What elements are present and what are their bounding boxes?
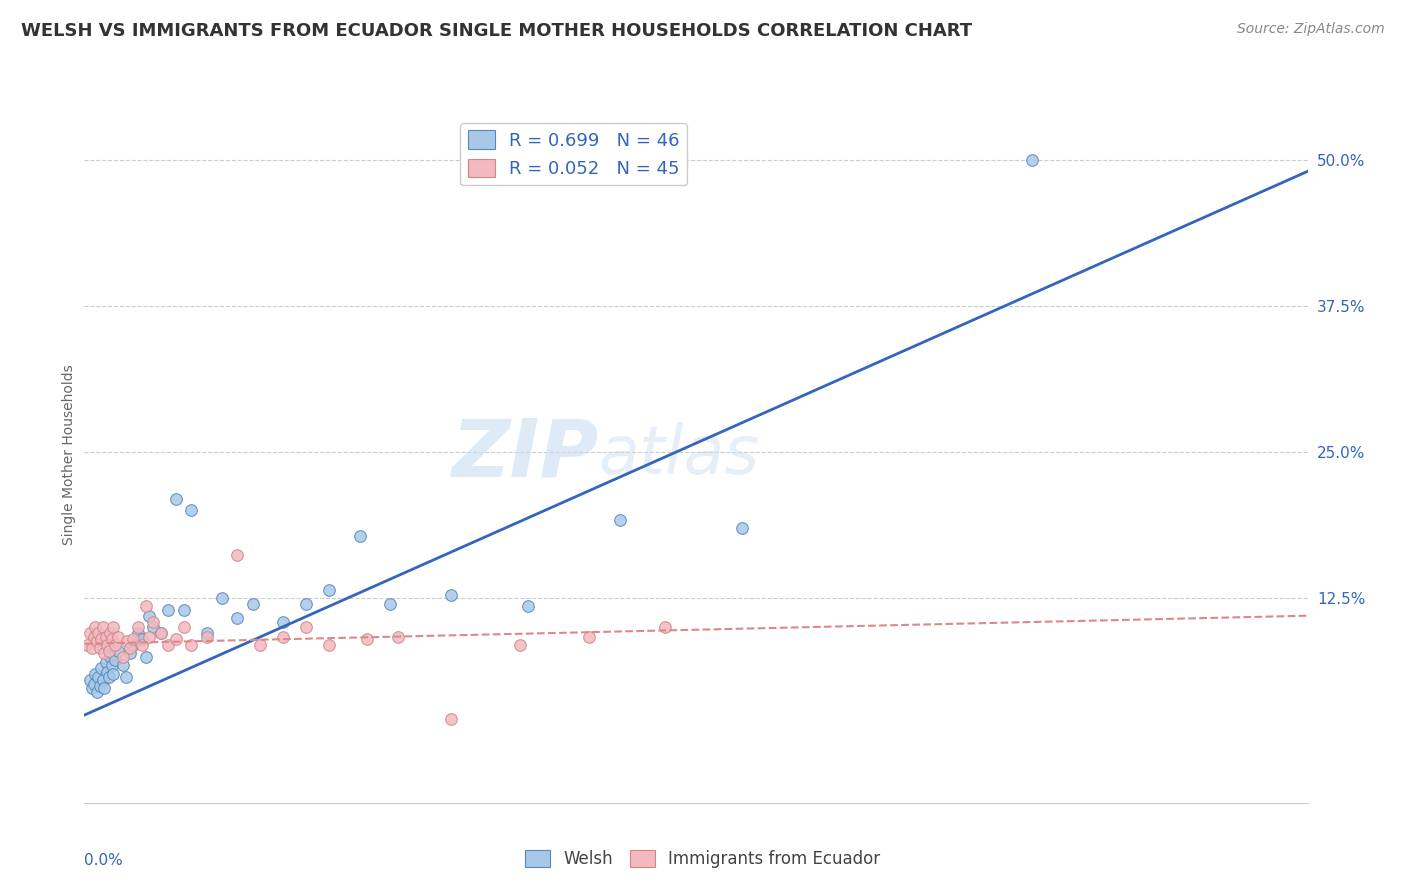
Point: [98, 626, 121, 640]
Point: [79, 673, 101, 687]
Point: [101, 657, 124, 672]
Point: [165, 632, 187, 646]
Point: [578, 630, 600, 644]
Point: [609, 513, 631, 527]
Text: WELSH VS IMMIGRANTS FROM ECUADOR SINGLE MOTHER HOUSEHOLDS CORRELATION CHART: WELSH VS IMMIGRANTS FROM ECUADOR SINGLE …: [21, 22, 972, 40]
Point: [107, 644, 129, 658]
Point: [89, 641, 111, 656]
Point: [180, 503, 202, 517]
Point: [80, 641, 103, 656]
Point: [131, 638, 153, 652]
Point: [387, 630, 409, 644]
Point: [97, 644, 120, 658]
Point: [101, 632, 124, 646]
Point: [120, 641, 142, 656]
Legend: Welsh, Immigrants from Ecuador: Welsh, Immigrants from Ecuador: [519, 843, 887, 875]
Point: [79, 626, 101, 640]
Point: [84, 667, 107, 681]
Point: [731, 521, 754, 535]
Point: [440, 712, 463, 726]
Point: [295, 620, 318, 634]
Point: [94, 630, 117, 644]
Point: [249, 638, 271, 652]
Point: [195, 630, 218, 644]
Point: [91, 673, 114, 687]
Point: [122, 638, 145, 652]
Point: [127, 620, 149, 634]
Point: [135, 599, 157, 614]
Point: [93, 646, 115, 660]
Point: [138, 608, 160, 623]
Point: [84, 620, 107, 634]
Point: [104, 653, 127, 667]
Point: [654, 620, 676, 634]
Point: [1021, 153, 1043, 167]
Text: Source: ZipAtlas.com: Source: ZipAtlas.com: [1237, 22, 1385, 37]
Point: [127, 626, 149, 640]
Point: [380, 597, 402, 611]
Point: [91, 620, 114, 634]
Point: [516, 599, 538, 614]
Point: [86, 634, 108, 648]
Point: [89, 679, 111, 693]
Point: [509, 638, 531, 652]
Point: [83, 630, 105, 644]
Point: [111, 649, 134, 664]
Point: [242, 597, 264, 611]
Point: [142, 615, 165, 629]
Point: [90, 632, 112, 646]
Point: [157, 638, 180, 652]
Point: [173, 603, 195, 617]
Point: [349, 529, 371, 543]
Point: [120, 646, 142, 660]
Point: [96, 638, 118, 652]
Point: [104, 638, 127, 652]
Point: [149, 626, 172, 640]
Text: ZIP: ZIP: [451, 416, 598, 494]
Point: [131, 632, 153, 646]
Point: [440, 588, 463, 602]
Point: [149, 626, 172, 640]
Legend: R = 0.699   N = 46, R = 0.052   N = 45: R = 0.699 N = 46, R = 0.052 N = 45: [460, 123, 686, 186]
Point: [211, 591, 233, 606]
Point: [195, 626, 218, 640]
Point: [87, 626, 110, 640]
Point: [271, 630, 294, 644]
Point: [96, 665, 118, 679]
Point: [356, 632, 378, 646]
Point: [98, 649, 121, 664]
Point: [93, 681, 115, 696]
Point: [138, 630, 160, 644]
Point: [157, 603, 180, 617]
Point: [97, 669, 120, 683]
Text: atlas: atlas: [598, 422, 759, 488]
Point: [173, 620, 195, 634]
Point: [111, 657, 134, 672]
Point: [271, 615, 294, 629]
Point: [76, 638, 98, 652]
Point: [107, 630, 129, 644]
Text: 0.0%: 0.0%: [84, 853, 124, 868]
Point: [295, 597, 318, 611]
Point: [80, 681, 103, 696]
Point: [83, 676, 105, 690]
Point: [165, 491, 187, 506]
Point: [86, 684, 108, 698]
Point: [122, 632, 145, 646]
Point: [87, 669, 110, 683]
Point: [94, 656, 117, 670]
Point: [226, 611, 249, 625]
Point: [90, 661, 112, 675]
Point: [103, 667, 125, 681]
Point: [103, 620, 125, 634]
Point: [114, 669, 136, 683]
Point: [318, 582, 340, 597]
Point: [318, 638, 340, 652]
Point: [180, 638, 202, 652]
Y-axis label: Single Mother Households: Single Mother Households: [62, 365, 76, 545]
Point: [135, 649, 157, 664]
Point: [142, 620, 165, 634]
Point: [226, 548, 249, 562]
Point: [115, 634, 138, 648]
